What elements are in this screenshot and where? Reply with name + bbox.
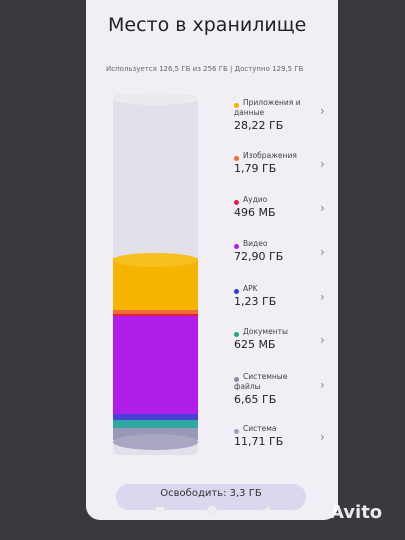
category-name: Система xyxy=(243,424,277,433)
nav-recent[interactable] xyxy=(156,507,164,515)
chevron-icon: › xyxy=(320,201,325,215)
category-dot xyxy=(234,429,239,434)
category-dot xyxy=(234,200,239,205)
subtitle: Используется 126,5 ГБ из 256 ГБ | Доступ… xyxy=(106,65,304,73)
title: Место в хранилище xyxy=(108,14,307,36)
category-dot xyxy=(234,332,239,337)
segment-audio xyxy=(113,314,198,316)
chevron-icon: › xyxy=(320,333,325,347)
storage-cylinder xyxy=(113,93,198,455)
category-name: Изображения xyxy=(243,151,297,160)
category-dot xyxy=(234,377,239,382)
category-size: 11,71 ГБ xyxy=(234,435,284,448)
chevron-icon: › xyxy=(320,290,325,304)
category-size: 625 МБ xyxy=(234,338,276,351)
category-row[interactable]: Изображения 1,79 ГБ › xyxy=(234,151,325,185)
category-row[interactable]: Приложения и данные 28,22 ГБ › xyxy=(234,98,325,132)
cylinder-top xyxy=(113,93,198,105)
category-name: Приложения и данные xyxy=(234,98,301,117)
category-row[interactable]: Система 11,71 ГБ › xyxy=(234,424,325,458)
category-name: Системные файлы xyxy=(234,372,288,391)
chevron-icon: › xyxy=(320,378,325,392)
watermark: Avito xyxy=(330,502,383,523)
chevron-icon: › xyxy=(320,245,325,259)
nav-back[interactable] xyxy=(262,506,270,516)
category-row[interactable]: Документы 625 МБ › xyxy=(234,327,325,361)
category-size: 1,79 ГБ xyxy=(234,162,277,175)
segment-apk xyxy=(113,414,198,420)
category-row[interactable]: APK 1,23 ГБ › xyxy=(234,284,325,318)
category-name: Видео xyxy=(243,239,268,248)
category-row[interactable]: Видео 72,90 ГБ › xyxy=(234,239,325,273)
category-dot xyxy=(234,289,239,294)
category-name: Документы xyxy=(243,327,288,336)
chevron-icon: › xyxy=(320,430,325,444)
segment-video xyxy=(113,316,198,414)
screen: Место в хранилище Используется 126,5 ГБ … xyxy=(86,0,338,520)
category-size: 1,23 ГБ xyxy=(234,295,277,308)
category-size: 28,22 ГБ xyxy=(234,119,284,132)
category-size: 6,65 ГБ xyxy=(234,393,277,406)
chevron-icon: › xyxy=(320,157,325,171)
category-dot xyxy=(234,156,239,161)
category-size: 72,90 ГБ xyxy=(234,250,284,263)
segment-system xyxy=(113,434,198,450)
category-dot xyxy=(234,103,239,108)
free-up-button[interactable]: Освободить: 3,3 ГБ xyxy=(116,484,306,510)
category-row[interactable]: Системные файлы 6,65 ГБ › xyxy=(234,372,325,406)
category-row[interactable]: Аудио 496 МБ › xyxy=(234,195,325,229)
nav-bar xyxy=(156,506,270,516)
segment-apps-top xyxy=(113,253,198,267)
category-size: 496 МБ xyxy=(234,206,276,219)
segment-docs xyxy=(113,420,198,428)
category-dot xyxy=(234,244,239,249)
chevron-icon: › xyxy=(320,104,325,118)
category-name: Аудио xyxy=(243,195,268,204)
nav-home[interactable] xyxy=(207,506,217,516)
segment-images xyxy=(113,310,198,314)
category-name: APK xyxy=(243,284,258,293)
